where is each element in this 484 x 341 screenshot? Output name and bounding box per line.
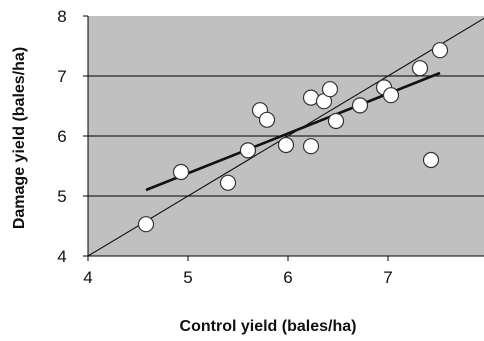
y-tick-label: 4	[57, 247, 66, 266]
data-point	[422, 151, 440, 169]
data-point	[277, 136, 295, 154]
x-tick-label: 7	[383, 268, 392, 287]
x-tick-label: 5	[183, 268, 192, 287]
y-tick-label: 6	[57, 127, 66, 146]
data-point	[302, 138, 320, 155]
data-point	[431, 42, 449, 59]
y-tick-label: 5	[57, 187, 66, 206]
data-point	[351, 97, 369, 114]
data-point	[137, 216, 155, 233]
x-tick-label: 4	[83, 268, 92, 287]
data-point	[172, 163, 190, 181]
x-tick-label: 6	[283, 268, 292, 287]
x-axis-title: Control yield (bales/ha)	[180, 318, 357, 335]
identity-line	[88, 17, 484, 256]
data-point	[327, 112, 345, 130]
data-points	[137, 42, 449, 233]
y-tick-label: 8	[57, 7, 66, 26]
data-point	[258, 111, 276, 128]
y-tick-label: 7	[57, 67, 66, 86]
y-axis-title: Damage yield (bales/ha)	[11, 47, 28, 229]
data-point	[219, 174, 237, 191]
data-point	[321, 81, 339, 98]
data-point	[411, 60, 429, 77]
data-point	[382, 87, 400, 104]
data-point	[239, 142, 257, 159]
